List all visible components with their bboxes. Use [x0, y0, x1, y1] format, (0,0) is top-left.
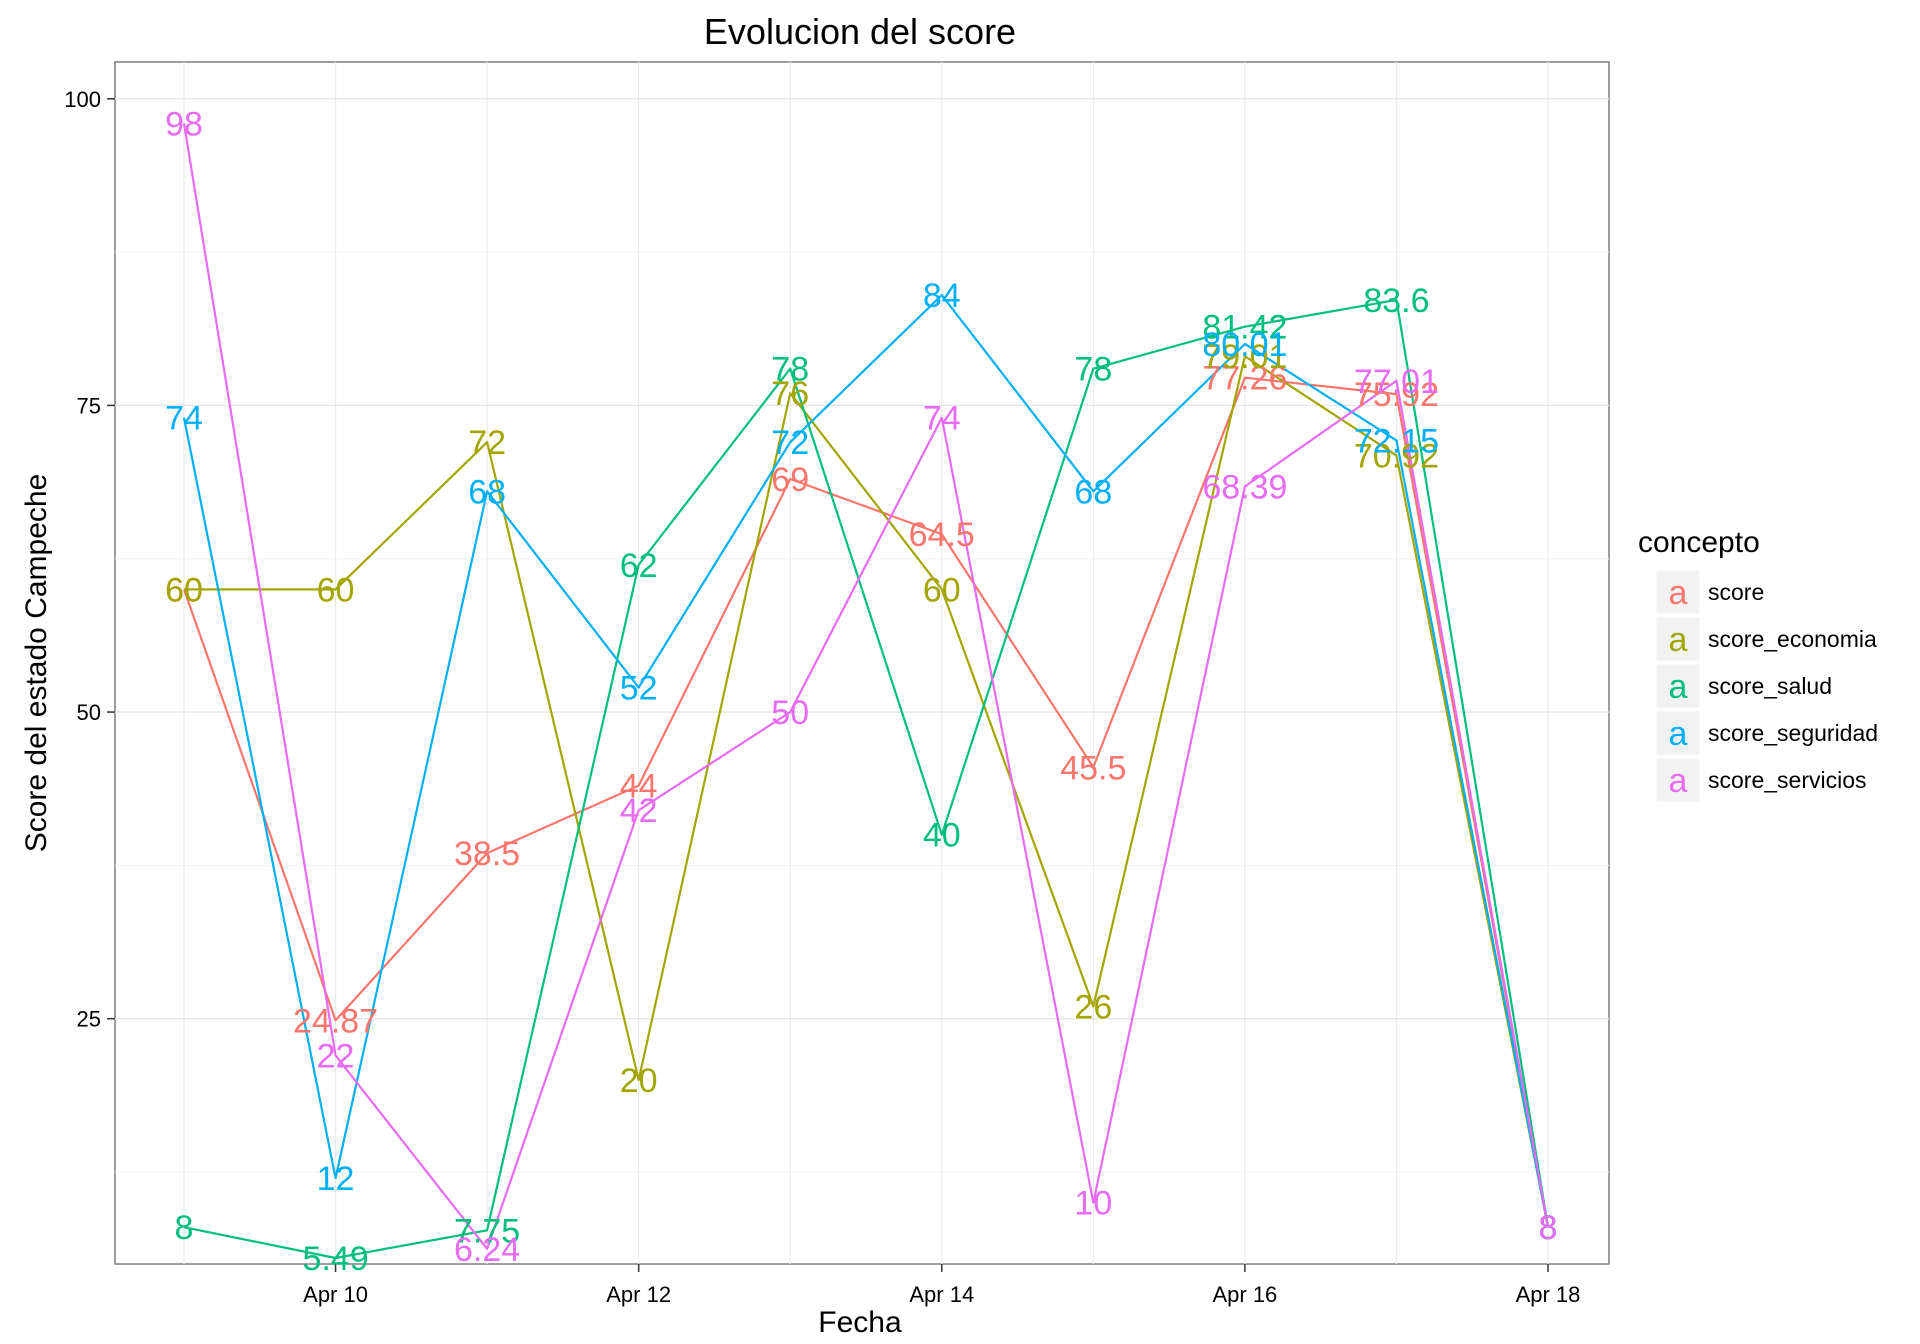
data-labels: 60 24.87 38.5 44 69 64.5 45.5 77.26 75.92 8 60 60 72… — [165, 105, 1557, 1278]
legend-label: score_servicios — [1708, 767, 1867, 793]
data-label: 79.01 — [1202, 338, 1287, 376]
data-label: 75.92 — [1354, 376, 1439, 414]
data-label: 80.01 — [1202, 326, 1287, 364]
data-label: 72.15 — [1354, 422, 1439, 460]
data-label: 60 — [165, 571, 203, 609]
data-label: 45.5 — [1060, 749, 1126, 787]
data-label: 8 — [1539, 1209, 1558, 1247]
y-tick-label: 25 — [77, 1007, 101, 1032]
data-label: 38.5 — [454, 835, 520, 873]
x-tick-label: Apr 10 — [303, 1282, 368, 1307]
data-label: 24.87 — [293, 1002, 378, 1040]
legend-key-glyph: a — [1669, 621, 1688, 659]
series-lines — [182, 123, 1550, 1260]
plot-panel — [114, 61, 1610, 1265]
chart-title: Evolucion del score — [704, 11, 1016, 52]
data-label: 8 — [175, 1209, 194, 1247]
legend-title: concepto — [1638, 526, 1760, 559]
data-label: 8 — [1539, 1209, 1558, 1247]
legend-key — [1655, 569, 1701, 615]
data-label: 77.26 — [1202, 360, 1287, 398]
data-label: 98 — [165, 105, 203, 143]
series-line-score_servicios — [182, 123, 1550, 1250]
legend-label: score_economia — [1708, 626, 1877, 652]
data-label: 6.24 — [454, 1231, 520, 1269]
data-label: 26 — [1074, 988, 1112, 1026]
legend-key — [1655, 616, 1701, 662]
data-label: 68 — [1074, 473, 1112, 511]
series-line-score — [182, 376, 1550, 1228]
legend-key — [1655, 710, 1701, 756]
data-label: 83.6 — [1363, 282, 1429, 320]
axes: 25 50 75 100 Apr 10 Apr 12 Apr 14 Apr 16 Apr 18 — [64, 87, 1580, 1307]
series-line-score_seguridad — [182, 293, 1550, 1228]
legend-label: score_salud — [1708, 673, 1832, 699]
x-tick-label: Apr 12 — [606, 1282, 671, 1307]
data-label: 74 — [165, 400, 203, 438]
legend-key-glyph: a — [1669, 715, 1688, 753]
legend-key — [1655, 663, 1701, 709]
x-tick-label: Apr 18 — [1516, 1282, 1581, 1307]
data-label: 68 — [468, 473, 506, 511]
data-label: 12 — [317, 1160, 355, 1198]
data-label: 5.49 — [302, 1240, 368, 1278]
data-label: 62 — [620, 547, 658, 585]
data-label: 10 — [1074, 1185, 1112, 1223]
data-label: 64.5 — [909, 516, 975, 554]
legend-key-glyph: a — [1669, 574, 1688, 612]
legend-key-glyph: a — [1669, 668, 1688, 706]
data-label: 72 — [771, 424, 809, 462]
data-label: 60 — [923, 571, 961, 609]
data-label: 70.92 — [1354, 437, 1439, 475]
data-label: 20 — [620, 1062, 658, 1100]
data-label: 50 — [771, 694, 809, 732]
grid — [115, 62, 1609, 1264]
data-label: 78 — [771, 351, 809, 389]
y-axis-title: Score del estado Campeche — [20, 474, 53, 853]
data-label: 74 — [923, 400, 961, 438]
data-label: 76 — [771, 375, 809, 413]
data-label: 40 — [923, 817, 961, 855]
legend-label: score_seguridad — [1708, 720, 1878, 746]
y-tick-label: 100 — [64, 87, 101, 112]
legend-label: score — [1708, 579, 1764, 605]
y-tick-label: 75 — [77, 393, 101, 418]
data-label: 81.42 — [1202, 309, 1287, 347]
data-label: 7.75 — [454, 1212, 520, 1250]
series-line-score_salud — [183, 298, 1550, 1260]
data-label: 42 — [620, 792, 658, 830]
data-label: 8 — [1539, 1209, 1558, 1247]
data-label: 60 — [317, 571, 355, 609]
y-tick-label: 50 — [77, 700, 101, 725]
legend-key — [1655, 757, 1701, 803]
data-label: 84 — [923, 277, 961, 315]
data-label: 8 — [1539, 1209, 1558, 1247]
data-label: 72 — [468, 424, 506, 462]
data-label: 52 — [620, 670, 658, 708]
data-label: 44 — [620, 768, 658, 806]
data-label: 8 — [1539, 1209, 1558, 1247]
data-label: 60 — [165, 571, 203, 609]
x-axis-title: Fecha — [818, 1306, 902, 1339]
data-label: 22 — [317, 1037, 355, 1075]
series-line-score_economia — [184, 355, 1550, 1228]
x-tick-label: Apr 16 — [1212, 1282, 1277, 1307]
data-label: 77.01 — [1354, 363, 1439, 401]
data-label: 68.39 — [1202, 469, 1287, 507]
legend-key-glyph: a — [1669, 762, 1688, 800]
data-label: 78 — [1074, 351, 1112, 389]
data-label: 69 — [771, 461, 809, 499]
x-tick-label: Apr 14 — [909, 1282, 974, 1307]
